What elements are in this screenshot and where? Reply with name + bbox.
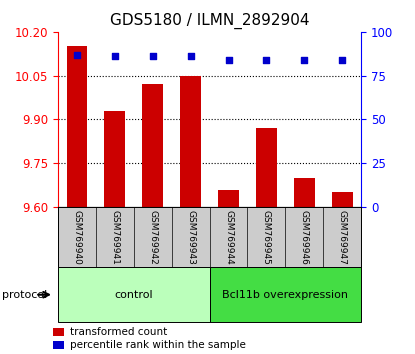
Bar [332, 193, 352, 207]
Text: percentile rank within the sample: percentile rank within the sample [70, 340, 246, 350]
Point [263, 57, 270, 63]
Text: GSM769944: GSM769944 [224, 210, 233, 264]
Bar [218, 190, 239, 207]
Text: GSM769942: GSM769942 [148, 210, 157, 264]
Point [74, 52, 81, 57]
Bar [53, 341, 64, 349]
Text: Bcl11b overexpression: Bcl11b overexpression [222, 290, 348, 300]
Bar [53, 328, 64, 336]
Point [301, 57, 308, 63]
Title: GDS5180 / ILMN_2892904: GDS5180 / ILMN_2892904 [110, 13, 309, 29]
Text: transformed count: transformed count [70, 327, 167, 337]
Text: GSM769943: GSM769943 [186, 210, 195, 265]
Text: control: control [115, 290, 153, 300]
Bar [180, 76, 201, 207]
Point [225, 57, 232, 63]
Point [187, 53, 194, 59]
Text: GSM769941: GSM769941 [110, 210, 120, 265]
Bar [58, 267, 210, 322]
Text: GSM769945: GSM769945 [262, 210, 271, 265]
Bar [142, 85, 163, 207]
Bar [294, 178, 315, 207]
Bar [105, 111, 125, 207]
Point [112, 53, 118, 59]
Point [149, 53, 156, 59]
Bar [67, 46, 88, 207]
Point [339, 57, 345, 63]
Text: GSM769946: GSM769946 [300, 210, 309, 265]
Text: protocol: protocol [2, 290, 47, 300]
Bar [256, 128, 277, 207]
Text: GSM769947: GSM769947 [338, 210, 347, 265]
Text: GSM769940: GSM769940 [73, 210, 81, 265]
Bar [210, 267, 361, 322]
